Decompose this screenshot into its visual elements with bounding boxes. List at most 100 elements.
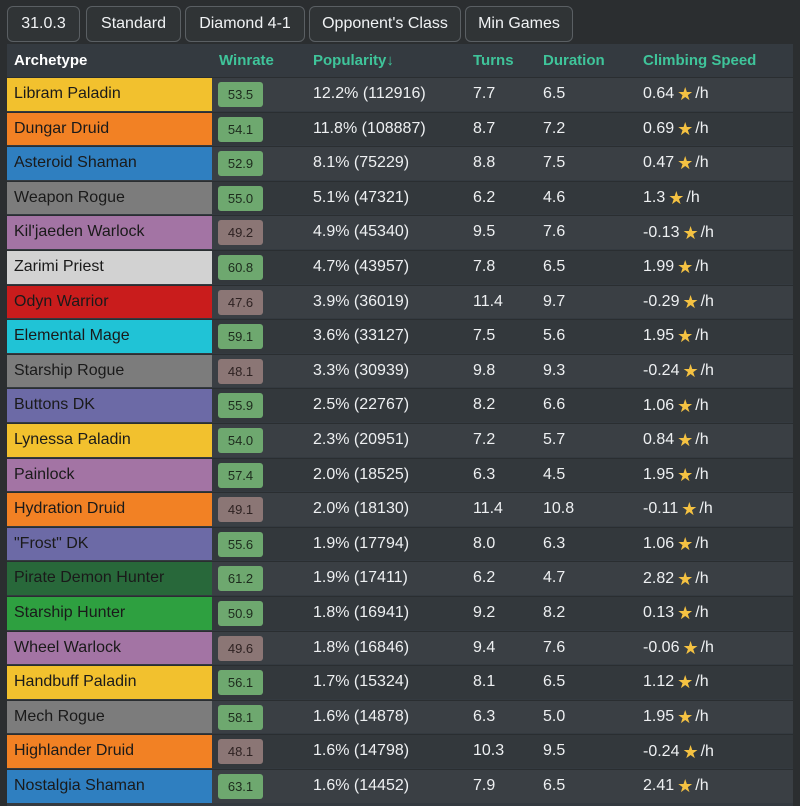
table-row[interactable]: Asteroid Shaman 52.9 8.1% (75229) 8.8 7.5 0.4… [7, 146, 793, 180]
header-turns[interactable]: Turns [473, 44, 514, 77]
table-row[interactable]: Buttons DK 55.9 2.5% (22767) 8.2 6.6 1.06 ★/h [7, 388, 793, 422]
table-row[interactable]: Mech Rogue 58.1 1.6% (14878) 6.3 5.0 1.95 ★/h [7, 700, 793, 734]
duration-value: 7.6 [543, 216, 565, 249]
climbing-speed-value: 1.95 [643, 701, 674, 733]
archetype-name[interactable]: Pirate Demon Hunter [7, 562, 212, 595]
archetype-name[interactable]: Zarimi Priest [7, 251, 212, 284]
duration-value: 6.5 [543, 770, 565, 803]
turns-value: 9.4 [473, 632, 495, 665]
climbing-speed: 0.69 ★/h [643, 113, 709, 146]
winrate-badge: 49.2 [218, 220, 263, 245]
duration-value: 8.2 [543, 597, 565, 630]
table-row[interactable]: Wheel Warlock 49.6 1.8% (16846) 9.4 7.6 -0.06… [7, 631, 793, 665]
climbing-speed-value: 0.13 [643, 597, 674, 629]
climbing-speed-unit: /h [701, 736, 714, 768]
header-popularity[interactable]: Popularity↓ [313, 44, 394, 77]
star-icon: ★ [682, 355, 698, 387]
format-filter-button[interactable]: Standard [86, 6, 181, 42]
table-row[interactable]: Elemental Mage 59.1 3.6% (33127) 7.5 5.6 1.95… [7, 319, 793, 353]
winrate-badge: 57.4 [218, 463, 263, 488]
archetype-name[interactable]: Dungar Druid [7, 113, 212, 146]
header-winrate[interactable]: Winrate [219, 44, 274, 77]
archetype-name[interactable]: "Frost" DK [7, 528, 212, 561]
duration-value: 9.3 [543, 355, 565, 388]
header-archetype[interactable]: Archetype [14, 44, 87, 77]
winrate-badge: 48.1 [218, 739, 263, 764]
duration-value: 5.6 [543, 320, 565, 353]
archetype-name[interactable]: Elemental Mage [7, 320, 212, 353]
min-games-filter-button[interactable]: Min Games [465, 6, 573, 42]
table-row[interactable]: Highlander Druid 48.1 1.6% (14798) 10.3 9.5 -… [7, 734, 793, 768]
table-row[interactable]: Zarimi Priest 60.8 4.7% (43957) 7.8 6.5 1.99 ★… [7, 250, 793, 284]
duration-value: 9.5 [543, 735, 565, 768]
climbing-speed: -0.29 ★/h [643, 286, 714, 319]
climbing-speed-value: 1.3 [643, 182, 665, 214]
archetype-name[interactable]: Weapon Rogue [7, 182, 212, 215]
climbing-speed-unit: /h [695, 424, 708, 456]
climbing-speed-value: 1.12 [643, 666, 674, 698]
archetype-name[interactable]: Painlock [7, 459, 212, 492]
archetype-name[interactable]: Asteroid Shaman [7, 147, 212, 180]
turns-value: 7.2 [473, 424, 495, 457]
star-icon: ★ [677, 770, 693, 802]
archetype-name[interactable]: Nostalgia Shaman [7, 770, 212, 803]
patch-filter-button[interactable]: 31.0.3 [7, 6, 80, 42]
table-row[interactable]: Libram Paladin 53.5 12.2% (112916) 7.7 6.5 0.… [7, 77, 793, 111]
duration-value: 7.2 [543, 113, 565, 146]
turns-value: 11.4 [473, 493, 503, 526]
star-icon: ★ [677, 701, 693, 733]
archetype-name[interactable]: Lynessa Paladin [7, 424, 212, 457]
table-row[interactable]: Painlock 57.4 2.0% (18525) 6.3 4.5 1.95 ★/h [7, 458, 793, 492]
climbing-speed-value: 1.06 [643, 390, 674, 422]
archetype-name[interactable]: Libram Paladin [7, 78, 212, 111]
archetype-name[interactable]: Buttons DK [7, 389, 212, 422]
popularity-value: 1.6% (14452) [313, 770, 409, 803]
climbing-speed-value: -0.13 [643, 217, 679, 249]
climbing-speed-unit: /h [686, 182, 699, 214]
duration-value: 6.5 [543, 78, 565, 111]
climbing-speed-value: -0.24 [643, 736, 679, 768]
winrate-badge: 61.2 [218, 566, 263, 591]
archetype-name[interactable]: Handbuff Paladin [7, 666, 212, 699]
star-icon: ★ [677, 459, 693, 491]
popularity-value: 1.7% (15324) [313, 666, 409, 699]
table-row[interactable]: Weapon Rogue 55.0 5.1% (47321) 6.2 4.6 1.3 ★/h [7, 181, 793, 215]
duration-value: 10.8 [543, 493, 574, 526]
star-icon: ★ [677, 424, 693, 456]
archetype-name[interactable]: Mech Rogue [7, 701, 212, 734]
archetype-name[interactable]: Starship Hunter [7, 597, 212, 630]
table-row[interactable]: Pirate Demon Hunter 61.2 1.9% (17411) 6.2 4.… [7, 561, 793, 595]
header-climbing-speed[interactable]: Climbing Speed [643, 44, 756, 77]
table-row[interactable]: Starship Rogue 48.1 3.3% (30939) 9.8 9.3 -0.2… [7, 354, 793, 388]
archetype-name[interactable]: Wheel Warlock [7, 632, 212, 665]
popularity-value: 1.6% (14798) [313, 735, 409, 768]
climbing-speed: 1.3 ★/h [643, 182, 700, 215]
archetype-name[interactable]: Hydration Druid [7, 493, 212, 526]
table-row[interactable]: Lynessa Paladin 54.0 2.3% (20951) 7.2 5.7 0.8… [7, 423, 793, 457]
climbing-speed-unit: /h [695, 563, 708, 595]
archetype-name[interactable]: Kil'jaeden Warlock [7, 216, 212, 249]
climbing-speed: 0.64 ★/h [643, 78, 709, 111]
climbing-speed: 1.95 ★/h [643, 320, 709, 353]
popularity-value: 1.6% (14878) [313, 701, 409, 734]
table-row[interactable]: Nostalgia Shaman 63.1 1.6% (14452) 7.9 6.5 2.… [7, 769, 793, 803]
climbing-speed: 1.06 ★/h [643, 528, 709, 561]
table-row[interactable]: Odyn Warrior 47.6 3.9% (36019) 11.4 9.7 -0.29… [7, 285, 793, 319]
table-row[interactable]: "Frost" DK 55.6 1.9% (17794) 8.0 6.3 1.06 ★/h [7, 527, 793, 561]
table-row[interactable]: Kil'jaeden Warlock 49.2 4.9% (45340) 9.5 7.6… [7, 215, 793, 249]
table-row[interactable]: Handbuff Paladin 56.1 1.7% (15324) 8.1 6.5 1.… [7, 665, 793, 699]
climbing-speed-value: 1.06 [643, 528, 674, 560]
archetype-name[interactable]: Odyn Warrior [7, 286, 212, 319]
rank-filter-button[interactable]: Diamond 4-1 [185, 6, 305, 42]
table-row[interactable]: Hydration Druid 49.1 2.0% (18130) 11.4 10.8 -… [7, 492, 793, 526]
archetype-name[interactable]: Highlander Druid [7, 735, 212, 768]
header-duration[interactable]: Duration [543, 44, 605, 77]
climbing-speed-unit: /h [701, 355, 714, 387]
archetype-name[interactable]: Starship Rogue [7, 355, 212, 388]
turns-value: 11.4 [473, 286, 503, 319]
turns-value: 8.8 [473, 147, 495, 180]
climbing-speed: -0.13 ★/h [643, 216, 714, 249]
table-row[interactable]: Starship Hunter 50.9 1.8% (16941) 9.2 8.2 0.1… [7, 596, 793, 630]
table-row[interactable]: Dungar Druid 54.1 11.8% (108887) 8.7 7.2 0.69… [7, 112, 793, 146]
opponent-class-filter-button[interactable]: Opponent's Class [309, 6, 461, 42]
